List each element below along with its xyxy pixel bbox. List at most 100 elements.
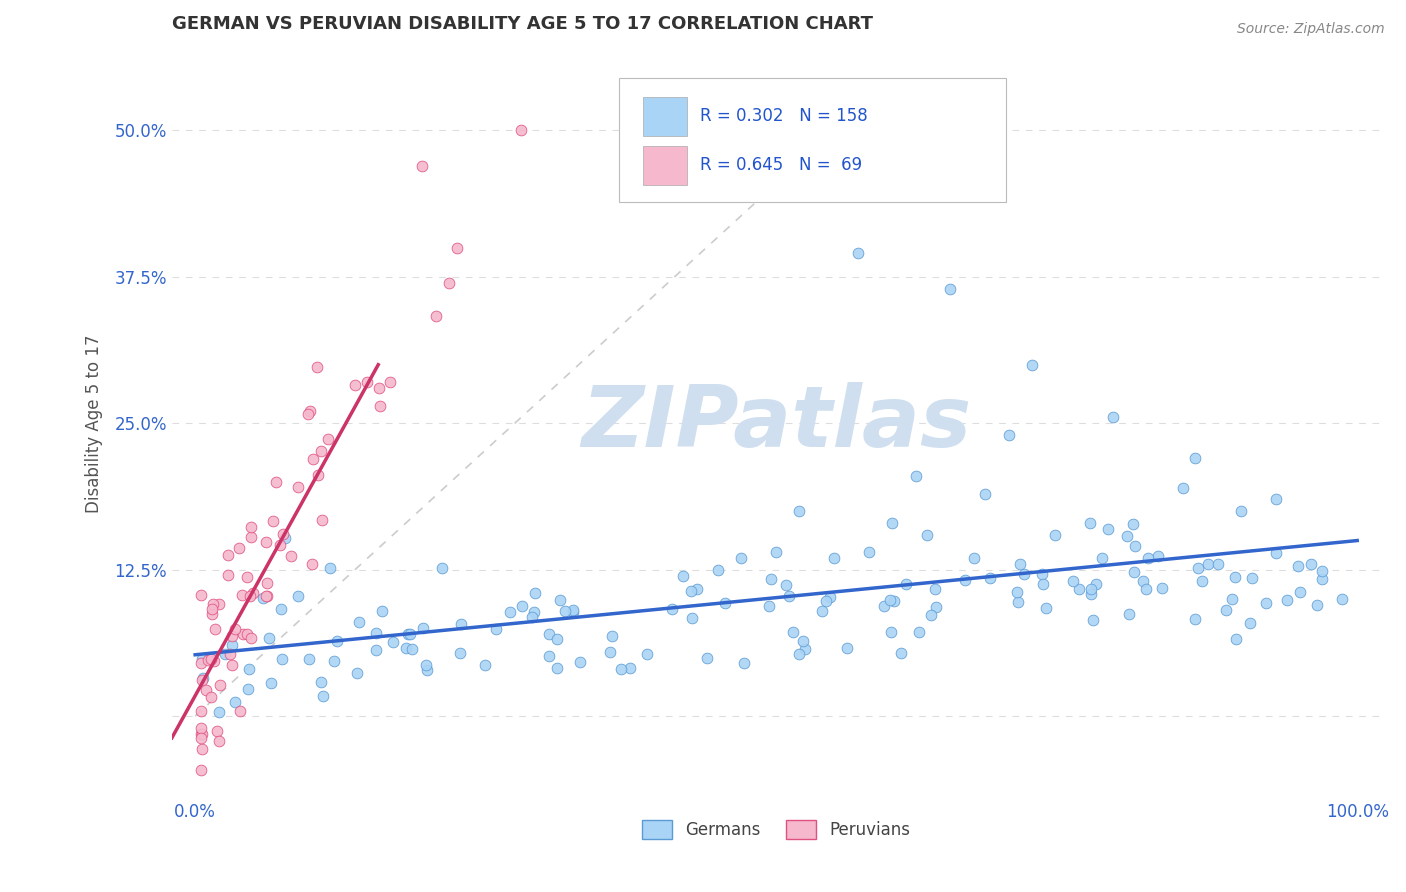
Point: [904, 469, 927, 483]
Point: [1230, 504, 1253, 518]
Point: [430, 561, 453, 575]
Point: [681, 583, 703, 598]
Point: [499, 605, 522, 619]
Point: [485, 622, 508, 636]
Point: [963, 551, 986, 566]
Point: [240, 530, 263, 544]
Text: R = 0.302   N = 158: R = 0.302 N = 158: [700, 107, 868, 125]
Point: [239, 520, 262, 534]
Point: [794, 641, 817, 656]
Point: [1275, 593, 1298, 607]
Point: [600, 629, 623, 643]
Point: [208, 734, 231, 748]
Point: [782, 625, 804, 640]
Point: [1225, 632, 1247, 646]
Point: [343, 377, 366, 392]
Point: [758, 599, 780, 613]
Point: [883, 593, 905, 607]
Point: [1220, 591, 1243, 606]
Text: R = 0.645   N =  69: R = 0.645 N = 69: [700, 155, 862, 174]
Point: [232, 627, 254, 641]
FancyBboxPatch shape: [643, 146, 686, 185]
Point: [262, 514, 284, 528]
Point: [775, 578, 797, 592]
Point: [301, 558, 323, 572]
Point: [537, 626, 560, 640]
Point: [1137, 551, 1160, 566]
Point: [474, 657, 496, 672]
Point: [224, 622, 246, 636]
Point: [759, 572, 782, 586]
Point: [190, 588, 212, 602]
Point: [228, 541, 250, 555]
Point: [319, 561, 342, 575]
FancyBboxPatch shape: [619, 78, 1005, 202]
Point: [415, 658, 437, 673]
Point: [510, 599, 533, 614]
Point: [1035, 600, 1057, 615]
Point: [920, 607, 942, 622]
Point: [270, 602, 292, 616]
Point: [366, 626, 388, 640]
Point: [1264, 492, 1286, 507]
Point: [924, 582, 946, 596]
Point: [205, 724, 228, 739]
Point: [714, 596, 737, 610]
Point: [811, 604, 834, 618]
Point: [1084, 577, 1107, 591]
Point: [316, 432, 339, 446]
Point: [326, 634, 349, 648]
Point: [190, 763, 212, 777]
Point: [240, 631, 263, 645]
Point: [254, 589, 277, 603]
Legend: Germans, Peruvians: Germans, Peruvians: [636, 814, 917, 846]
Point: [395, 641, 418, 656]
Point: [562, 605, 585, 619]
Point: [1081, 613, 1104, 627]
Point: [287, 589, 309, 603]
Point: [1010, 557, 1032, 571]
Point: [416, 663, 439, 677]
Point: [412, 621, 434, 635]
Point: [1286, 558, 1309, 573]
Point: [347, 615, 370, 629]
Point: [1116, 529, 1139, 543]
Point: [200, 652, 222, 666]
Point: [562, 603, 585, 617]
Point: [273, 532, 295, 546]
Point: [229, 704, 252, 718]
Point: [201, 597, 224, 611]
Point: [269, 538, 291, 552]
Point: [1239, 616, 1261, 631]
Point: [681, 611, 703, 625]
Point: [208, 597, 231, 611]
Point: [221, 657, 243, 672]
Point: [204, 622, 226, 636]
Point: [219, 647, 242, 661]
Point: [1223, 570, 1246, 584]
Point: [307, 468, 329, 483]
Point: [208, 705, 231, 719]
Point: [1118, 607, 1140, 622]
Point: [661, 602, 683, 616]
Point: [221, 638, 243, 652]
Point: [939, 282, 962, 296]
Point: [890, 646, 912, 660]
Point: [1197, 557, 1219, 571]
Point: [271, 526, 294, 541]
Point: [925, 600, 948, 615]
Point: [371, 604, 394, 618]
Point: [686, 582, 709, 596]
Point: [201, 602, 224, 616]
Point: [305, 359, 328, 374]
Point: [1005, 584, 1028, 599]
Point: [1090, 551, 1112, 566]
Point: [1080, 582, 1102, 597]
Point: [191, 673, 214, 687]
Point: [236, 681, 259, 696]
Point: [523, 585, 546, 599]
Point: [672, 568, 695, 582]
Point: [446, 241, 468, 255]
Text: Source: ZipAtlas.com: Source: ZipAtlas.com: [1237, 22, 1385, 37]
Point: [1031, 566, 1053, 581]
